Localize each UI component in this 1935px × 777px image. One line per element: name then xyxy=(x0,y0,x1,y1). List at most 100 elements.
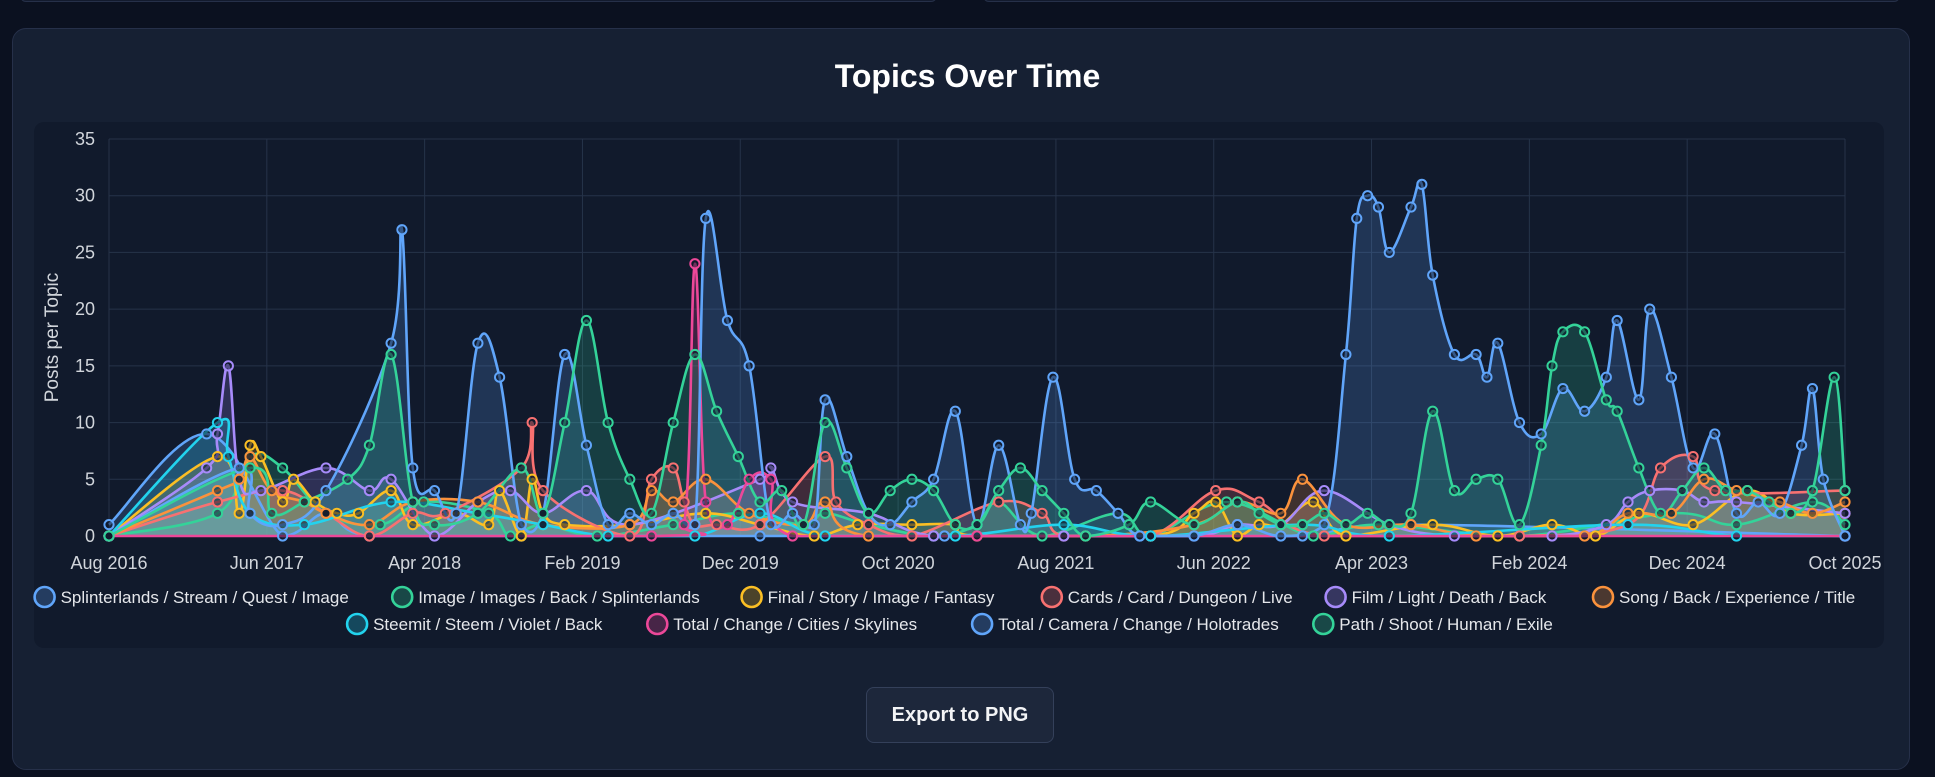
data-point xyxy=(711,519,723,531)
data-point xyxy=(1622,507,1634,519)
data-point xyxy=(884,519,896,531)
data-point xyxy=(1752,496,1764,508)
data-point xyxy=(1806,382,1819,395)
data-point xyxy=(1188,530,1200,542)
data-point xyxy=(1589,530,1602,542)
data-point xyxy=(1622,496,1634,508)
legend-swatch xyxy=(740,585,763,609)
data-point xyxy=(1340,348,1352,361)
data-point xyxy=(1210,496,1222,508)
data-point xyxy=(266,507,278,519)
data-point xyxy=(1134,530,1146,542)
data-point xyxy=(1600,371,1612,383)
data-point xyxy=(1492,473,1504,485)
y-tick-label: 0 xyxy=(85,526,95,546)
data-point xyxy=(1806,485,1819,497)
data-point xyxy=(1654,462,1667,474)
data-point xyxy=(700,473,712,485)
data-point xyxy=(320,485,332,497)
data-point xyxy=(786,507,799,519)
data-point xyxy=(1231,496,1244,508)
data-point xyxy=(971,530,983,542)
data-point xyxy=(385,337,397,349)
data-point xyxy=(1557,326,1569,338)
data-point xyxy=(949,530,961,542)
data-point xyxy=(1709,428,1721,440)
y-tick-label: 30 xyxy=(75,186,95,206)
data-point xyxy=(667,416,679,429)
data-point xyxy=(1405,519,1417,531)
data-point xyxy=(1253,496,1265,508)
data-point xyxy=(1492,337,1504,349)
data-point xyxy=(1307,530,1319,542)
data-point xyxy=(765,519,777,531)
data-point xyxy=(852,519,864,531)
legend-swatch xyxy=(33,585,56,609)
data-point xyxy=(1470,473,1482,485)
data-point xyxy=(211,451,224,463)
legend-label: Cards / Card / Dungeon / Live xyxy=(1068,588,1293,607)
data-point xyxy=(1275,530,1287,542)
data-point xyxy=(689,530,701,542)
data-point xyxy=(906,473,918,485)
series-area xyxy=(109,180,1845,536)
data-point xyxy=(1839,507,1851,519)
data-point xyxy=(266,485,278,497)
x-tick-label: Jun 2022 xyxy=(1177,553,1251,573)
data-point xyxy=(472,337,484,349)
data-point xyxy=(732,507,744,519)
data-point xyxy=(1611,405,1623,417)
data-point xyxy=(277,485,289,497)
data-point xyxy=(103,530,115,542)
data-point xyxy=(211,507,224,519)
data-point xyxy=(819,416,831,429)
data-point xyxy=(233,507,245,519)
legend-item: Steemit / Steem / Violet / Back xyxy=(345,612,603,636)
data-point xyxy=(1665,507,1678,519)
x-tick-label: Dec 2019 xyxy=(702,553,779,573)
data-point xyxy=(277,530,289,542)
data-point xyxy=(1730,507,1743,519)
y-tick-label: 25 xyxy=(75,242,95,262)
data-point xyxy=(938,530,951,542)
data-point xyxy=(1036,507,1048,519)
legend-label: Film / Light / Death / Back xyxy=(1352,588,1547,607)
data-point xyxy=(765,462,777,474)
data-point xyxy=(711,405,723,417)
data-point xyxy=(1687,462,1699,474)
data-point xyxy=(1654,507,1667,519)
data-point xyxy=(819,394,831,406)
data-point xyxy=(1839,519,1851,531)
data-point xyxy=(1839,496,1851,508)
data-point xyxy=(1405,201,1417,213)
export-png-button[interactable]: Export to PNG xyxy=(866,687,1054,743)
data-point xyxy=(1318,530,1330,542)
data-point xyxy=(1383,246,1395,259)
data-point xyxy=(906,530,918,542)
data-point xyxy=(645,530,658,542)
data-point xyxy=(645,473,658,485)
data-point xyxy=(1774,496,1786,508)
data-point xyxy=(1253,507,1265,519)
data-point xyxy=(374,519,386,531)
x-tick-label: Feb 2019 xyxy=(544,553,620,573)
data-point xyxy=(222,451,234,463)
data-point xyxy=(700,212,712,224)
data-point xyxy=(1275,519,1287,531)
data-point xyxy=(407,507,419,519)
data-point xyxy=(472,507,484,519)
legend-swatch xyxy=(345,612,369,636)
data-point xyxy=(602,416,614,429)
data-point xyxy=(1307,496,1319,508)
legend-label: Splinterlands / Stream / Quest / Image xyxy=(61,588,349,607)
data-point xyxy=(689,258,701,270)
legend-swatch xyxy=(1040,585,1064,609)
legend-item: Splinterlands / Stream / Quest / Image xyxy=(33,585,349,609)
data-point xyxy=(776,485,788,497)
data-point xyxy=(1720,485,1732,497)
x-tick-label: Apr 2023 xyxy=(1335,553,1408,573)
data-point xyxy=(1058,530,1070,542)
data-point xyxy=(407,462,419,474)
data-point xyxy=(287,473,300,485)
data-point xyxy=(298,519,310,531)
